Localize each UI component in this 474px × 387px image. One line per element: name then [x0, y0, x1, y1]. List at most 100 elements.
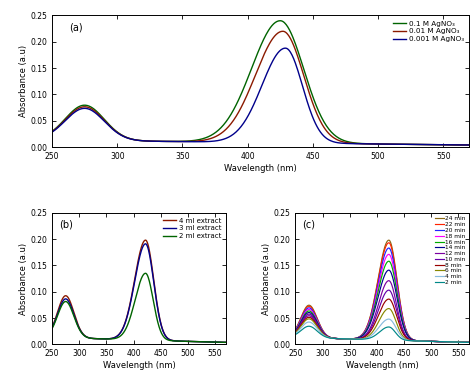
- 10 min: [463, 340, 469, 345]
- 0.01 M AgNO₃: [299, 65, 304, 70]
- 12 min: [436, 339, 441, 344]
- Line: 4 min: 4 min: [295, 319, 469, 342]
- 3 ml extract: [132, 279, 137, 284]
- 0.01 M AgNO₃: [275, 31, 281, 35]
- 2 min: [466, 340, 472, 345]
- 2 ml extract: [133, 295, 138, 300]
- 4 min: [292, 331, 298, 336]
- 4 ml extract: [144, 238, 149, 243]
- 12 min: [387, 279, 392, 284]
- 2 ml extract: [143, 271, 148, 276]
- 2 min: [376, 330, 382, 334]
- 20 min: [396, 297, 402, 302]
- 2 ml extract: [223, 340, 229, 345]
- 16 min: [461, 340, 467, 345]
- 0.1 M AgNO₃: [247, 70, 253, 74]
- 18 min: [396, 300, 402, 305]
- 4 min: [387, 317, 392, 322]
- 2 ml extract: [153, 312, 159, 317]
- 3 ml extract: [144, 242, 149, 247]
- 6 min: [292, 330, 298, 335]
- Y-axis label: Absorbance (a.u): Absorbance (a.u): [18, 243, 27, 315]
- 0.001 M AgNO₃: [466, 143, 472, 147]
- 2 min: [463, 340, 469, 345]
- 22 min: [436, 339, 441, 344]
- 4 min: [463, 340, 469, 345]
- 12 min: [463, 340, 469, 345]
- 4 min: [461, 340, 467, 345]
- Line: 16 min: 16 min: [295, 261, 469, 342]
- 6 min: [386, 306, 392, 311]
- 18 min: [292, 328, 298, 333]
- 3 ml extract: [153, 295, 159, 300]
- Line: 22 min: 22 min: [295, 243, 469, 342]
- 4 ml extract: [218, 340, 224, 345]
- 8 min: [375, 314, 381, 319]
- 2 ml extract: [49, 326, 55, 331]
- 0.01 M AgNO₃: [250, 79, 255, 84]
- 20 min: [463, 340, 469, 345]
- 0.001 M AgNO₃: [458, 143, 464, 147]
- 20 min: [461, 340, 467, 345]
- 2 ml extract: [218, 340, 224, 345]
- Line: 10 min: 10 min: [295, 290, 469, 342]
- Line: 12 min: 12 min: [295, 281, 469, 342]
- 20 min: [292, 328, 298, 332]
- 0.01 M AgNO₃: [49, 129, 55, 134]
- Line: 0.01 M AgNO₃: 0.01 M AgNO₃: [52, 31, 469, 145]
- 14 min: [387, 268, 392, 273]
- 20 min: [436, 339, 441, 344]
- X-axis label: Wavelength (nm): Wavelength (nm): [224, 164, 297, 173]
- 16 min: [292, 329, 298, 333]
- 18 min: [386, 252, 392, 257]
- 3 ml extract: [192, 339, 198, 344]
- 0.1 M AgNO₃: [49, 129, 55, 134]
- 4 min: [376, 325, 382, 329]
- 8 min: [386, 297, 392, 301]
- 10 min: [466, 340, 472, 345]
- 2 min: [461, 340, 467, 345]
- 0.001 M AgNO₃: [247, 110, 253, 114]
- 24 min: [436, 339, 441, 344]
- 18 min: [463, 340, 469, 345]
- 20 min: [375, 282, 381, 286]
- 2 min: [375, 330, 381, 335]
- 8 min: [376, 312, 382, 316]
- 14 min: [396, 307, 402, 312]
- Line: 0.1 M AgNO₃: 0.1 M AgNO₃: [52, 21, 469, 145]
- Text: (a): (a): [69, 22, 82, 32]
- 0.001 M AgNO₃: [454, 143, 460, 147]
- 24 min: [376, 271, 382, 276]
- Legend: 0.1 M AgNO₃, 0.01 M AgNO₃, 0.001 M AgNO₃: 0.1 M AgNO₃, 0.01 M AgNO₃, 0.001 M AgNO₃: [392, 19, 465, 44]
- 6 min: [466, 340, 472, 345]
- 16 min: [396, 303, 402, 308]
- 0.01 M AgNO₃: [247, 85, 253, 90]
- 16 min: [436, 339, 441, 344]
- 14 min: [466, 340, 472, 345]
- 10 min: [376, 306, 382, 310]
- Line: 18 min: 18 min: [295, 254, 469, 342]
- 0.001 M AgNO₃: [392, 142, 398, 147]
- 3 ml extract: [218, 340, 224, 345]
- 8 min: [461, 340, 467, 345]
- Line: 2 min: 2 min: [295, 326, 469, 342]
- 20 min: [387, 247, 392, 251]
- 24 min: [375, 277, 381, 282]
- Text: (c): (c): [302, 219, 315, 229]
- 18 min: [461, 340, 467, 345]
- 10 min: [436, 339, 441, 344]
- 2 ml extract: [132, 299, 137, 304]
- 4 ml extract: [192, 339, 198, 344]
- X-axis label: Wavelength (nm): Wavelength (nm): [346, 361, 419, 370]
- 14 min: [292, 329, 298, 334]
- 4 ml extract: [219, 340, 225, 345]
- 4 min: [375, 326, 381, 331]
- 4 ml extract: [143, 238, 148, 243]
- 24 min: [461, 340, 467, 345]
- 10 min: [292, 330, 298, 334]
- 10 min: [386, 288, 392, 293]
- 0.01 M AgNO₃: [457, 143, 463, 147]
- Y-axis label: Absorbance (a.u): Absorbance (a.u): [18, 45, 27, 117]
- 3 ml extract: [133, 274, 138, 278]
- Line: 2 ml extract: 2 ml extract: [52, 273, 226, 342]
